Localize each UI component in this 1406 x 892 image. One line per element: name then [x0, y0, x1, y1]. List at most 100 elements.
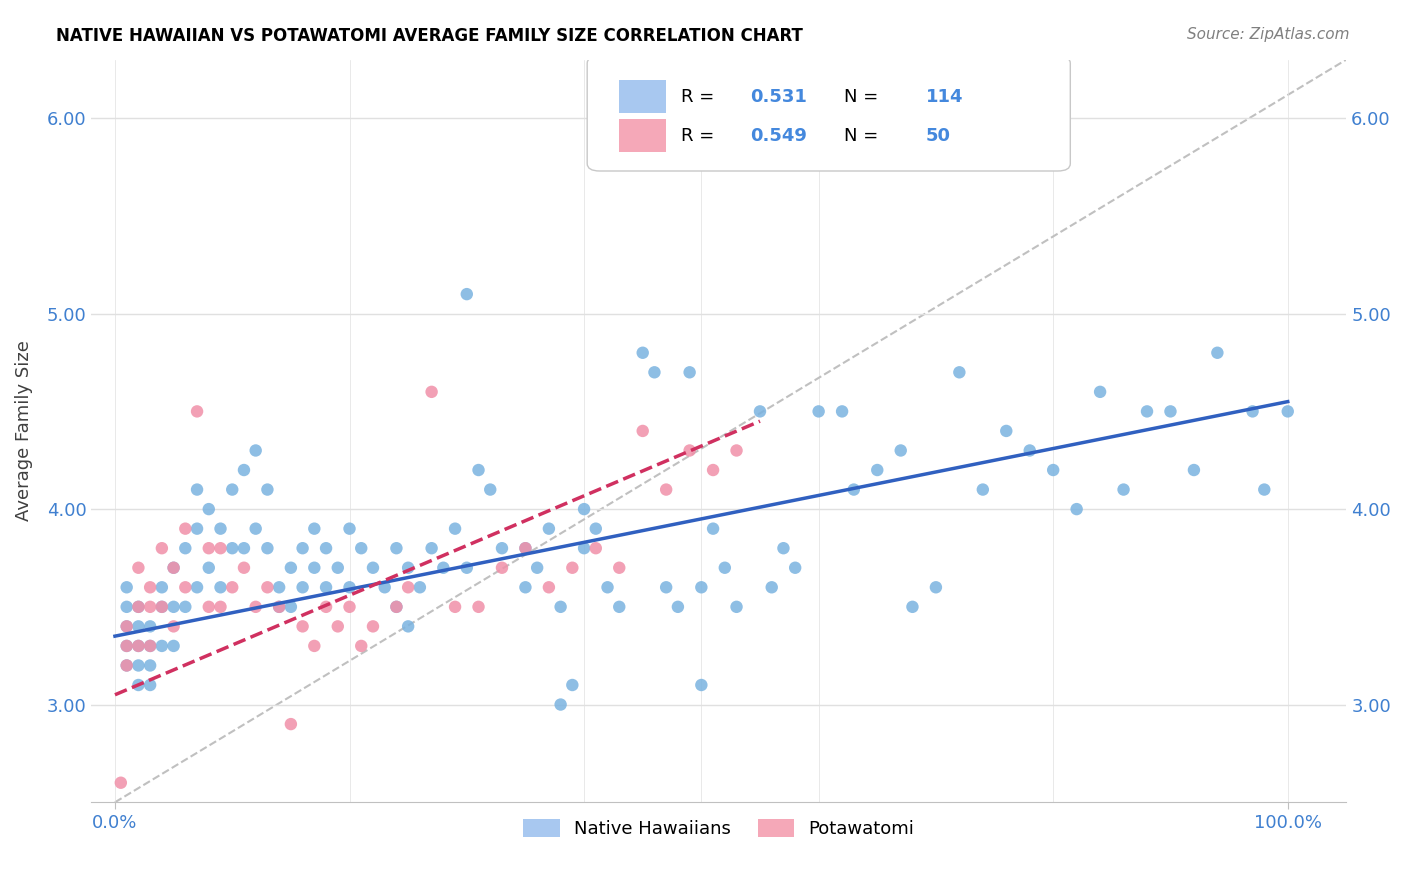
Native Hawaiians — [280, 599, 302, 614]
Native Hawaiians — [315, 580, 337, 594]
Native Hawaiians — [233, 463, 256, 477]
Native Hawaiians — [572, 541, 595, 556]
Native Hawaiians — [197, 502, 219, 516]
Potawatomi — [467, 599, 489, 614]
Native Hawaiians — [127, 658, 149, 673]
Native Hawaiians — [115, 658, 138, 673]
Potawatomi — [304, 639, 326, 653]
Native Hawaiians — [1088, 384, 1111, 399]
Native Hawaiians — [479, 483, 502, 497]
Potawatomi — [233, 560, 256, 574]
Potawatomi — [115, 639, 138, 653]
Potawatomi — [162, 560, 184, 574]
Native Hawaiians — [127, 619, 149, 633]
Native Hawaiians — [550, 599, 572, 614]
Native Hawaiians — [291, 541, 314, 556]
Native Hawaiians — [127, 678, 149, 692]
Native Hawaiians — [561, 678, 583, 692]
Native Hawaiians — [174, 599, 197, 614]
Native Hawaiians — [409, 580, 432, 594]
Potawatomi — [139, 639, 162, 653]
Native Hawaiians — [607, 599, 630, 614]
Potawatomi — [127, 639, 149, 653]
Native Hawaiians — [1241, 404, 1264, 418]
Native Hawaiians — [444, 522, 467, 536]
Potawatomi — [291, 619, 314, 633]
Native Hawaiians — [785, 560, 807, 574]
Native Hawaiians — [115, 599, 138, 614]
Text: Source: ZipAtlas.com: Source: ZipAtlas.com — [1187, 27, 1350, 42]
Native Hawaiians — [572, 502, 595, 516]
Native Hawaiians — [245, 443, 267, 458]
Native Hawaiians — [761, 580, 783, 594]
Native Hawaiians — [139, 619, 162, 633]
Native Hawaiians — [197, 560, 219, 574]
Native Hawaiians — [432, 560, 454, 574]
Native Hawaiians — [280, 560, 302, 574]
Native Hawaiians — [467, 463, 489, 477]
Potawatomi — [150, 541, 173, 556]
Native Hawaiians — [666, 599, 689, 614]
Native Hawaiians — [1112, 483, 1135, 497]
Native Hawaiians — [972, 483, 994, 497]
Native Hawaiians — [339, 522, 361, 536]
Text: 0.531: 0.531 — [751, 87, 807, 106]
Native Hawaiians — [842, 483, 865, 497]
Potawatomi — [385, 599, 408, 614]
Native Hawaiians — [420, 541, 443, 556]
Potawatomi — [127, 599, 149, 614]
Potawatomi — [678, 443, 700, 458]
Native Hawaiians — [925, 580, 948, 594]
FancyBboxPatch shape — [588, 56, 1070, 171]
Native Hawaiians — [1206, 345, 1229, 359]
Potawatomi — [174, 522, 197, 536]
Potawatomi — [115, 658, 138, 673]
Native Hawaiians — [1253, 483, 1275, 497]
Potawatomi — [315, 599, 337, 614]
Potawatomi — [162, 619, 184, 633]
Native Hawaiians — [631, 345, 654, 359]
Native Hawaiians — [162, 599, 184, 614]
Native Hawaiians — [690, 580, 713, 594]
Native Hawaiians — [714, 560, 737, 574]
Potawatomi — [209, 599, 232, 614]
Native Hawaiians — [350, 541, 373, 556]
Native Hawaiians — [139, 678, 162, 692]
Text: 0.549: 0.549 — [751, 127, 807, 145]
Text: 50: 50 — [927, 127, 950, 145]
Text: 114: 114 — [927, 87, 963, 106]
Text: R =: R = — [682, 127, 720, 145]
Native Hawaiians — [491, 541, 513, 556]
Native Hawaiians — [256, 483, 278, 497]
Y-axis label: Average Family Size: Average Family Size — [15, 341, 32, 521]
Native Hawaiians — [304, 522, 326, 536]
Text: N =: N = — [845, 127, 884, 145]
Native Hawaiians — [186, 522, 208, 536]
Text: NATIVE HAWAIIAN VS POTAWATOMI AVERAGE FAMILY SIZE CORRELATION CHART: NATIVE HAWAIIAN VS POTAWATOMI AVERAGE FA… — [56, 27, 803, 45]
Native Hawaiians — [1042, 463, 1064, 477]
Potawatomi — [174, 580, 197, 594]
Potawatomi — [245, 599, 267, 614]
Native Hawaiians — [315, 541, 337, 556]
Native Hawaiians — [515, 580, 537, 594]
Potawatomi — [396, 580, 419, 594]
Native Hawaiians — [1182, 463, 1205, 477]
Native Hawaiians — [127, 599, 149, 614]
Potawatomi — [326, 619, 349, 633]
Native Hawaiians — [678, 365, 700, 379]
Text: N =: N = — [845, 87, 884, 106]
Potawatomi — [420, 384, 443, 399]
Potawatomi — [256, 580, 278, 594]
Potawatomi — [444, 599, 467, 614]
Native Hawaiians — [526, 560, 548, 574]
Potawatomi — [197, 599, 219, 614]
FancyBboxPatch shape — [619, 119, 666, 153]
Native Hawaiians — [269, 599, 291, 614]
Potawatomi — [655, 483, 678, 497]
Native Hawaiians — [807, 404, 830, 418]
Native Hawaiians — [396, 619, 419, 633]
Native Hawaiians — [115, 639, 138, 653]
Native Hawaiians — [456, 287, 478, 301]
Potawatomi — [127, 560, 149, 574]
Native Hawaiians — [456, 560, 478, 574]
